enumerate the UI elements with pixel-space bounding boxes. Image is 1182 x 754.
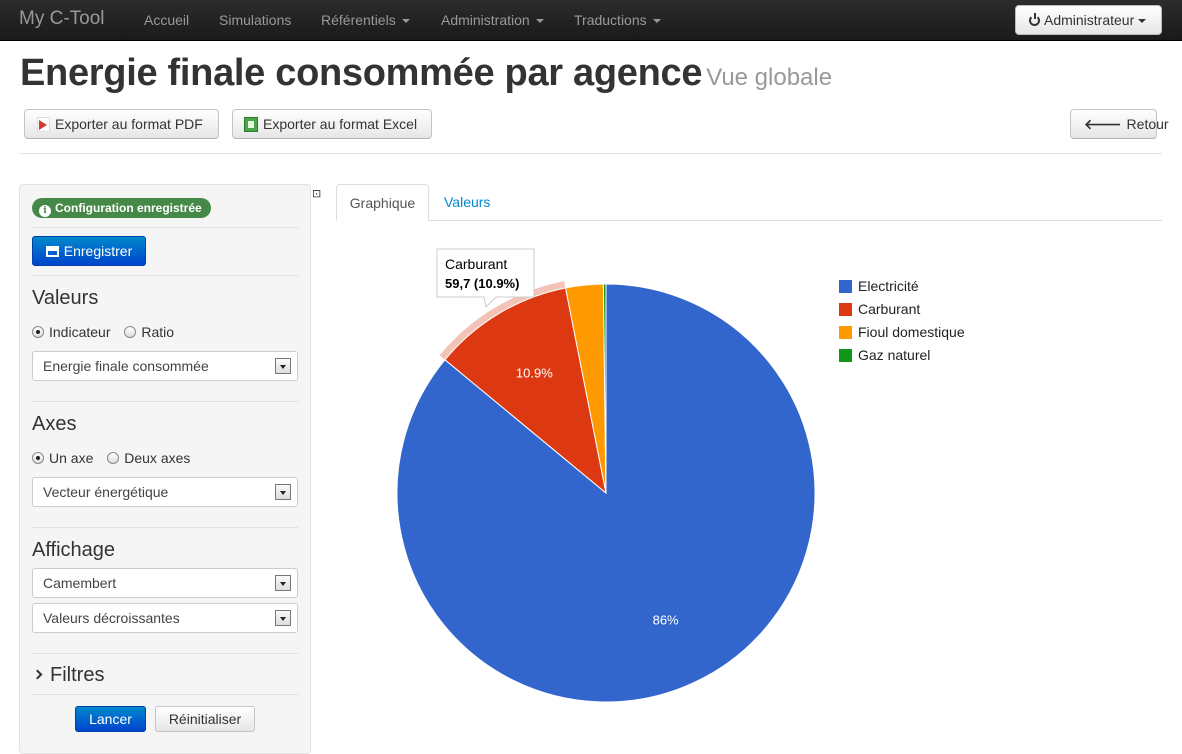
slice-label-electricite: 86% [653,613,679,628]
page-title: Energie finale consommée par agence Vue g… [20,52,833,94]
tabs-baseline [336,220,1162,221]
page-subtitle: Vue globale [706,64,833,91]
divider [32,527,298,528]
nav-traductions[interactable]: Traductions [574,12,661,28]
radio-un-axe[interactable] [32,452,44,464]
caret-down-icon [401,19,410,24]
tooltip-box [436,248,535,309]
tooltip-title: Carburant [445,256,507,272]
chevron-right-icon [32,669,43,680]
pdf-icon [37,117,50,132]
divider [32,227,298,228]
axes-radio-group: Un axe Deux axes [32,450,190,466]
export-excel-button[interactable]: Exporter au format Excel [232,109,432,139]
reset-button[interactable]: Réinitialiser [155,706,255,732]
legend-swatch-electricite [839,280,852,293]
dropdown-arrow-icon [275,358,291,374]
divider [32,275,298,276]
legend-swatch-carburant [839,303,852,316]
power-icon [1029,13,1040,26]
arrow-left-icon: 🡐 [1084,116,1122,132]
export-pdf-button[interactable]: Exporter au format PDF [24,109,219,139]
pie-slice-carburant[interactable] [444,287,607,495]
valeurs-select[interactable]: Energie finale consommée [32,351,298,381]
caret-down-icon [1138,19,1147,24]
pie-slice-gaz-naturel[interactable] [602,283,607,494]
legend-label-carburant[interactable]: Carburant [858,301,920,317]
status-badge: i Configuration enregistrée [32,198,211,218]
tab-valeurs[interactable]: Valeurs [444,194,491,210]
section-title-valeurs: Valeurs [32,287,99,309]
legend-label-electricite[interactable]: Electricité [858,278,919,294]
legend-label-gaz-naturel[interactable]: Gaz naturel [858,347,930,363]
filtres-toggle[interactable]: Filtres [32,664,104,687]
save-config-button[interactable]: Enregistrer [32,236,146,266]
valeurs-radio-group: Indicateur Ratio [32,324,174,340]
collapse-sidebar-icon[interactable]: ⊡ [312,188,322,200]
tab-graphique[interactable]: Graphique [336,184,429,221]
save-icon [45,246,59,257]
header-divider [19,153,1162,154]
nav-accueil[interactable]: Accueil [144,12,190,28]
info-icon: i [39,205,51,217]
legend-label-fioul-domestique[interactable]: Fioul domestique [858,324,965,340]
axes-select[interactable]: Vecteur énergétique [32,477,298,507]
divider [32,694,298,695]
caret-down-icon [535,19,544,24]
pie-slice-electricite[interactable] [396,283,816,703]
legend-swatch-gaz-naturel [839,349,852,362]
radio-indicateur[interactable] [32,326,44,338]
divider [32,401,298,402]
slice-highlight-carburant [439,281,566,360]
launch-button[interactable]: Lancer [75,706,146,732]
nav-administration[interactable]: Administration [441,12,544,28]
tooltip-value: 59,7 (10.9%) [445,276,519,291]
divider [32,653,298,654]
section-title-affichage: Affichage [32,539,116,561]
top-navbar: My C-Tool Accueil Simulations Référentie… [0,0,1182,41]
brand-logo[interactable]: My C-Tool [19,8,105,29]
dropdown-arrow-icon [275,610,291,626]
user-menu-button[interactable]: Administrateur [1015,5,1162,35]
legend-swatch-fioul-domestique [839,326,852,339]
radio-ratio[interactable] [124,326,137,338]
radio-deux-axes[interactable] [107,452,120,464]
pie-chart: 86% 10.9% Electricité Carburant Fioul domest… [396,248,965,703]
nav-simulations[interactable]: Simulations [219,12,292,28]
sort-order-select[interactable]: Valeurs décroissantes [32,603,298,633]
section-title-axes: Axes [32,413,77,435]
excel-icon [244,117,258,132]
dropdown-arrow-icon [275,484,291,500]
caret-down-icon [652,19,661,24]
chart-tooltip: Carburant 59,7 (10.9%) [436,248,535,309]
slice-label-carburant: 10.9% [516,366,553,381]
dropdown-arrow-icon [275,575,291,591]
nav-referentiels[interactable]: Référentiels [321,12,410,28]
chart-type-select[interactable]: Camembert [32,568,298,598]
config-sidebar: i Configuration enregistrée Enregistrer V… [19,184,311,754]
back-button[interactable]: 🡐 Retour [1070,109,1169,139]
